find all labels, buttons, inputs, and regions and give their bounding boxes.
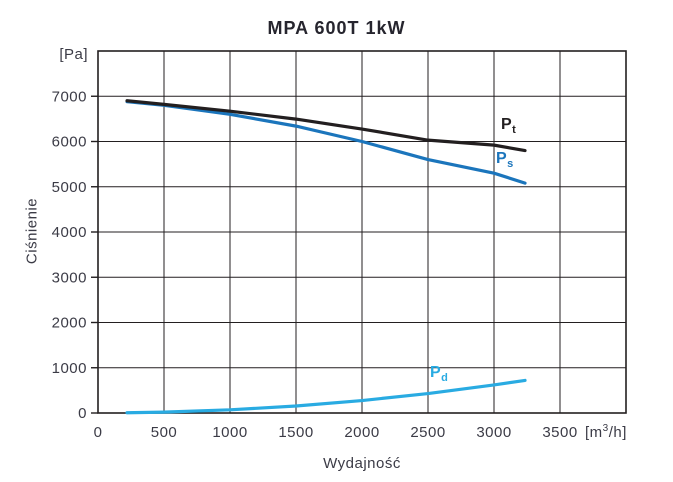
x-unit-prefix: [m [585,424,603,441]
y-axis-unit: [Pa] [59,46,88,63]
x-tick-label: 3000 [476,424,511,441]
y-axis-label: Ciśnienie [23,197,41,265]
y-tick-label: 7000 [52,88,87,105]
y-tick-label: 4000 [52,224,87,241]
curve-label-pt: Pt [501,116,517,137]
x-unit-suffix: /h] [608,424,627,441]
curve-label-pd: Pd [430,364,449,385]
y-tick-label: 6000 [52,134,87,151]
y-tick-label: 1000 [52,360,87,377]
curve-label-ps: Ps [496,150,514,171]
x-tick-label: 1000 [212,424,247,441]
x-axis-unit: [m3/h] [585,423,655,441]
x-axis-label: Wydajność [323,455,401,472]
curve-pt [125,99,527,153]
x-tick-label: 3500 [542,424,577,441]
chart-title: MPA 600T 1kW [267,18,406,38]
y-tick-label: 0 [78,405,87,422]
curve-pd [125,378,527,415]
y-tick-label: 2000 [52,315,87,332]
x-tick-label: 500 [151,424,178,441]
y-tick-label: 3000 [52,269,87,286]
x-unit-superscript: 3 [602,423,609,434]
x-tick-label: 1500 [278,424,313,441]
y-tick-label: 5000 [52,179,87,196]
x-tick-label: 0 [94,424,103,441]
x-tick-label: 2500 [410,424,445,441]
x-tick-label: 2000 [344,424,379,441]
